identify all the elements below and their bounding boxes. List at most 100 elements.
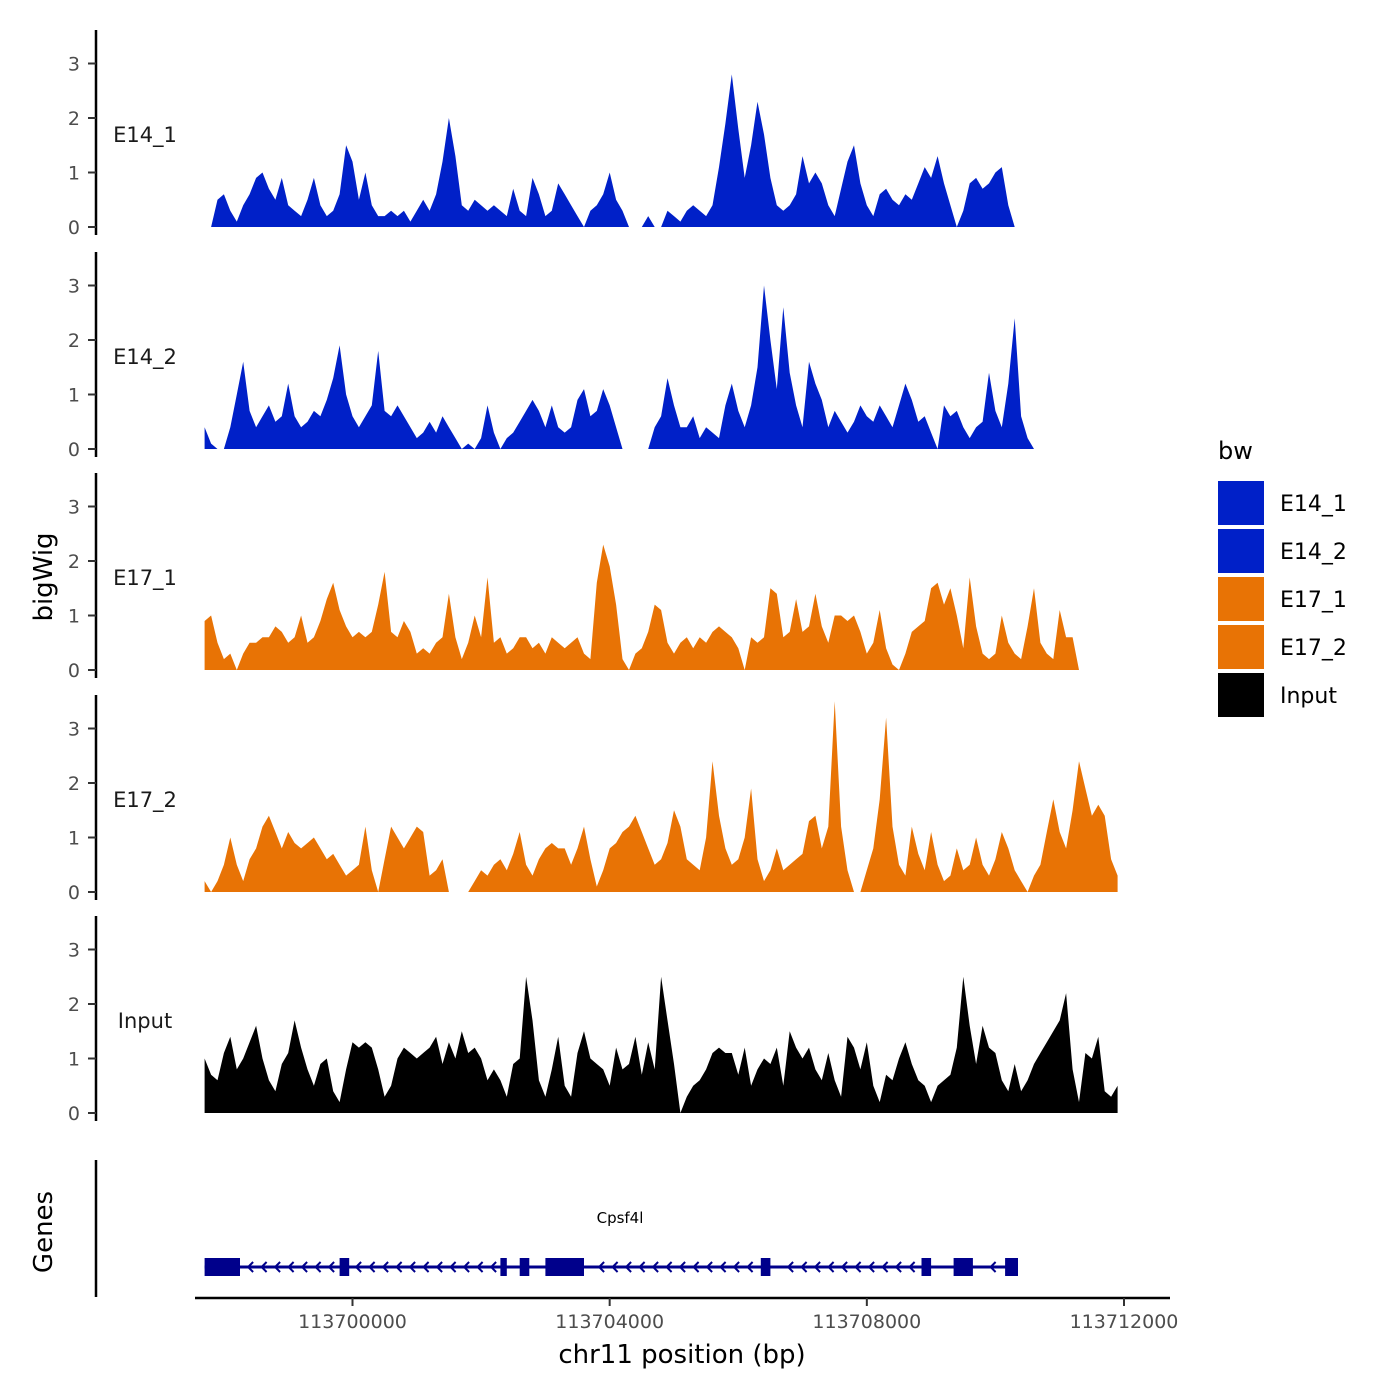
strand-arrow [989,1261,997,1273]
strand-arrow [638,1261,646,1273]
y-tick-label: 3 [68,276,80,298]
strand-arrow [908,1261,916,1273]
gene-exon [545,1258,584,1276]
strand-arrow [732,1261,740,1273]
track-label: E14_1 [113,123,177,148]
gene-exon [1005,1258,1018,1276]
coverage-area-E14_2 [204,285,1118,449]
x-tick-label: 113700000 [298,1311,407,1333]
track-Input: 0 1 2 3 Input [68,916,1118,1125]
strand-arrow [476,1261,484,1273]
strand-arrow [651,1261,659,1273]
y-tick-label: 2 [68,994,80,1016]
y-tick-label: 0 [68,882,80,904]
legend-swatch [1218,673,1264,717]
strand-arrow [786,1261,794,1273]
gene-model [204,1258,1018,1276]
strand-arrow [408,1261,416,1273]
strand-arrow [719,1261,727,1273]
strand-arrow [611,1261,619,1273]
y-tick-label: 0 [68,660,80,682]
strand-arrow [813,1261,821,1273]
gene-exon [339,1258,350,1276]
x-tick-label: 113704000 [555,1311,664,1333]
strand-arrow [692,1261,700,1273]
y-tick-label: 1 [68,828,80,850]
legend: bw E14_1 E14_2 E17_1 E17_2 Input [1218,437,1347,717]
legend-swatch [1218,625,1264,669]
y-tick-label: 0 [68,217,80,239]
legend-title: bw [1218,437,1253,465]
strand-arrow [354,1261,362,1273]
tracks-group: 0 1 2 3 E14_1 0 1 2 3 E14_2 0 1 2 3 E17_1 0 1 2 3 E17_2 0 1 2 3… [68,30,1118,1125]
x-axis: chr11 position (bp) 113700000 113704000 11… [195,1296,1179,1370]
strand-arrow [881,1261,889,1273]
track-E14_2: 0 1 2 3 E14_2 [68,252,1118,461]
strand-arrow [273,1261,281,1273]
strand-arrow [489,1261,497,1273]
strand-arrow [260,1261,268,1273]
y-tick-label: 2 [68,773,80,795]
gene-exon [760,1258,771,1276]
strand-arrow [867,1261,875,1273]
strand-arrow [462,1261,470,1273]
strand-arrow [624,1261,632,1273]
strand-arrow [327,1261,335,1273]
coverage-area-Input [204,976,1118,1113]
legend-label: E14_2 [1280,540,1347,565]
strand-arrow [422,1261,430,1273]
y-tick-label: 3 [68,719,80,741]
y-tick-label: 2 [68,108,80,130]
track-label: E17_1 [113,566,177,591]
gene-exon [204,1258,240,1276]
track-label: E14_2 [113,345,177,370]
legend-swatch [1218,529,1264,573]
track-E14_1: 0 1 2 3 E14_1 [68,30,1118,239]
legend-swatch [1218,577,1264,621]
strand-arrow [597,1261,605,1273]
legend-label: E17_2 [1280,636,1347,661]
y-tick-label: 1 [68,385,80,407]
gene-label: Cpsf4l [597,1209,644,1227]
strand-arrow [300,1261,308,1273]
strand-arrow [314,1261,322,1273]
gene-exon [519,1258,530,1276]
track-E17_2: 0 1 2 3 E17_2 [68,695,1118,904]
y-tick-label: 1 [68,606,80,628]
strand-arrow [827,1261,835,1273]
y-tick-label: 1 [68,163,80,185]
y-tick-label: 3 [68,940,80,962]
genes-axis-title: Genes [29,1191,59,1273]
y-tick-label: 2 [68,551,80,573]
coverage-area-E17_2 [204,701,1118,892]
strand-arrow [368,1261,376,1273]
y-tick-label: 2 [68,330,80,352]
y-tick-label: 0 [68,1103,80,1125]
x-axis-title: chr11 position (bp) [558,1340,805,1370]
gene-exon [921,1258,932,1276]
strand-arrow [800,1261,808,1273]
strand-arrow [746,1261,754,1273]
strand-arrow [705,1261,713,1273]
x-tick-label: 113708000 [812,1311,921,1333]
track-label: Input [118,1009,172,1033]
legend-label: E17_1 [1280,588,1347,613]
strand-arrow [894,1261,902,1273]
legend-label: Input [1280,684,1337,709]
y-tick-label: 1 [68,1049,80,1071]
y-tick-label: 3 [68,54,80,76]
strand-arrow [395,1261,403,1273]
strand-arrow [854,1261,862,1273]
strand-arrow [287,1261,295,1273]
x-tick-label: 113712000 [1070,1311,1179,1333]
strand-arrow [840,1261,848,1273]
strand-arrow [435,1261,443,1273]
track-label: E17_2 [113,788,177,813]
gene-exon [953,1258,973,1276]
strand-arrow [246,1261,254,1273]
strand-arrow [678,1261,686,1273]
strand-arrow [449,1261,457,1273]
gene-exon [500,1258,507,1276]
coverage-area-E17_1 [204,544,1118,670]
